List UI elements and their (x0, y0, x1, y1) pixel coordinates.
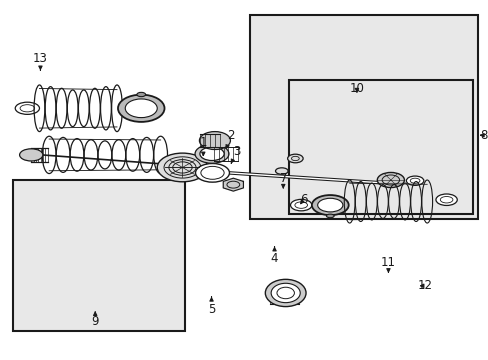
Ellipse shape (377, 172, 404, 188)
Text: 7: 7 (279, 172, 286, 188)
Text: 3: 3 (231, 145, 240, 163)
Text: 13: 13 (33, 51, 48, 70)
Ellipse shape (195, 144, 228, 163)
Bar (13, 180, 184, 330)
Ellipse shape (265, 279, 305, 307)
Ellipse shape (118, 95, 164, 122)
Ellipse shape (287, 154, 303, 163)
Ellipse shape (325, 214, 333, 218)
Text: 2: 2 (225, 129, 234, 148)
Ellipse shape (275, 168, 287, 174)
Text: 12: 12 (416, 279, 431, 292)
Ellipse shape (200, 147, 224, 161)
Text: 11: 11 (380, 256, 395, 272)
Text: 5: 5 (207, 297, 215, 316)
Polygon shape (223, 178, 243, 191)
Ellipse shape (270, 283, 300, 303)
Ellipse shape (125, 99, 157, 118)
Bar (288, 80, 472, 214)
Ellipse shape (15, 102, 40, 114)
Ellipse shape (199, 132, 230, 149)
Text: 6: 6 (299, 193, 307, 206)
Ellipse shape (435, 194, 456, 206)
Text: 8: 8 (480, 129, 487, 142)
Ellipse shape (195, 163, 229, 182)
Text: 1: 1 (199, 136, 206, 156)
Ellipse shape (137, 93, 145, 96)
Text: 9: 9 (91, 312, 99, 328)
Ellipse shape (290, 199, 311, 211)
Text: 10: 10 (349, 82, 364, 95)
Ellipse shape (317, 198, 342, 212)
Bar (250, 15, 477, 220)
Ellipse shape (311, 195, 348, 215)
Ellipse shape (406, 176, 423, 185)
Text: 4: 4 (270, 247, 278, 265)
Ellipse shape (157, 153, 207, 182)
Ellipse shape (20, 149, 43, 161)
